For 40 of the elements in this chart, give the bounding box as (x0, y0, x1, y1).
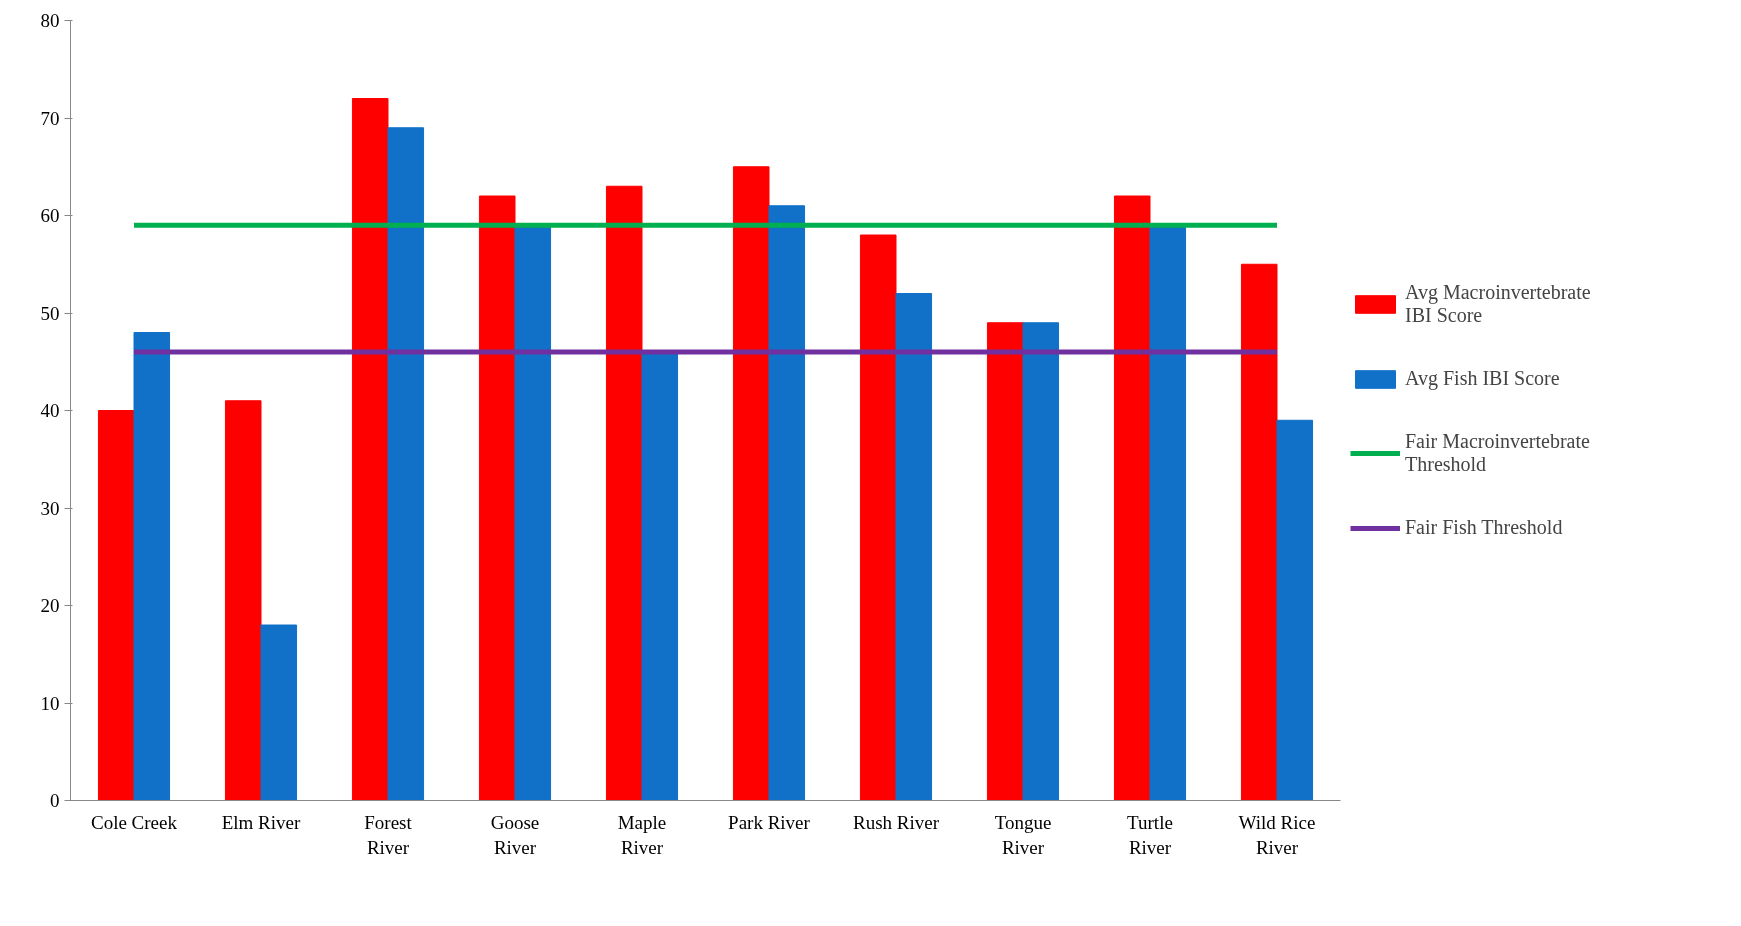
legend-label: Fair Macroinvertebrate Threshold (1405, 430, 1590, 476)
legend-label: Avg Fish IBI Score (1405, 367, 1560, 390)
bar (895, 293, 933, 801)
bar (859, 234, 897, 801)
bar (133, 332, 171, 801)
x-tick-label: Elm River (221, 811, 301, 833)
y-tick-label: 60 (40, 205, 60, 226)
bar (224, 400, 262, 801)
bar (768, 205, 806, 801)
x-tick-label: Rush River (852, 811, 940, 833)
y-tick-label: 0 (50, 790, 60, 811)
x-tick-label: Goose River (490, 811, 540, 858)
bar (97, 410, 135, 801)
y-tick-label: 10 (40, 692, 60, 714)
bar (1113, 195, 1151, 801)
bar (986, 322, 1024, 801)
bar (1276, 419, 1314, 801)
x-tick-label: Cole Creek (91, 811, 178, 833)
bar (1240, 263, 1278, 801)
y-tick-label: 20 (40, 595, 60, 616)
bar (351, 98, 389, 801)
y-tick-label: 50 (40, 302, 60, 324)
x-tick-label: Turtle River (1127, 811, 1173, 858)
bar (1022, 322, 1060, 801)
y-tick-label: 80 (40, 10, 60, 31)
bar (387, 127, 425, 801)
bar (605, 185, 643, 801)
bar (478, 195, 516, 801)
x-tick-label: Maple River (617, 811, 667, 858)
x-tick-label: Forest River (364, 811, 413, 858)
bar (260, 624, 298, 801)
x-tick-label: Wild Rice River (1238, 811, 1316, 858)
bar (732, 166, 770, 801)
legend-label: Fair Fish Threshold (1405, 516, 1563, 539)
y-tick-label: 40 (40, 400, 60, 421)
x-tick-label: Park River (728, 811, 811, 833)
legend-label: Avg Macroinvertebrate IBI Score (1405, 281, 1591, 327)
y-tick-label: 70 (40, 107, 60, 129)
x-tick-label: Tongue River (994, 811, 1052, 858)
y-tick-label: 30 (40, 497, 60, 519)
